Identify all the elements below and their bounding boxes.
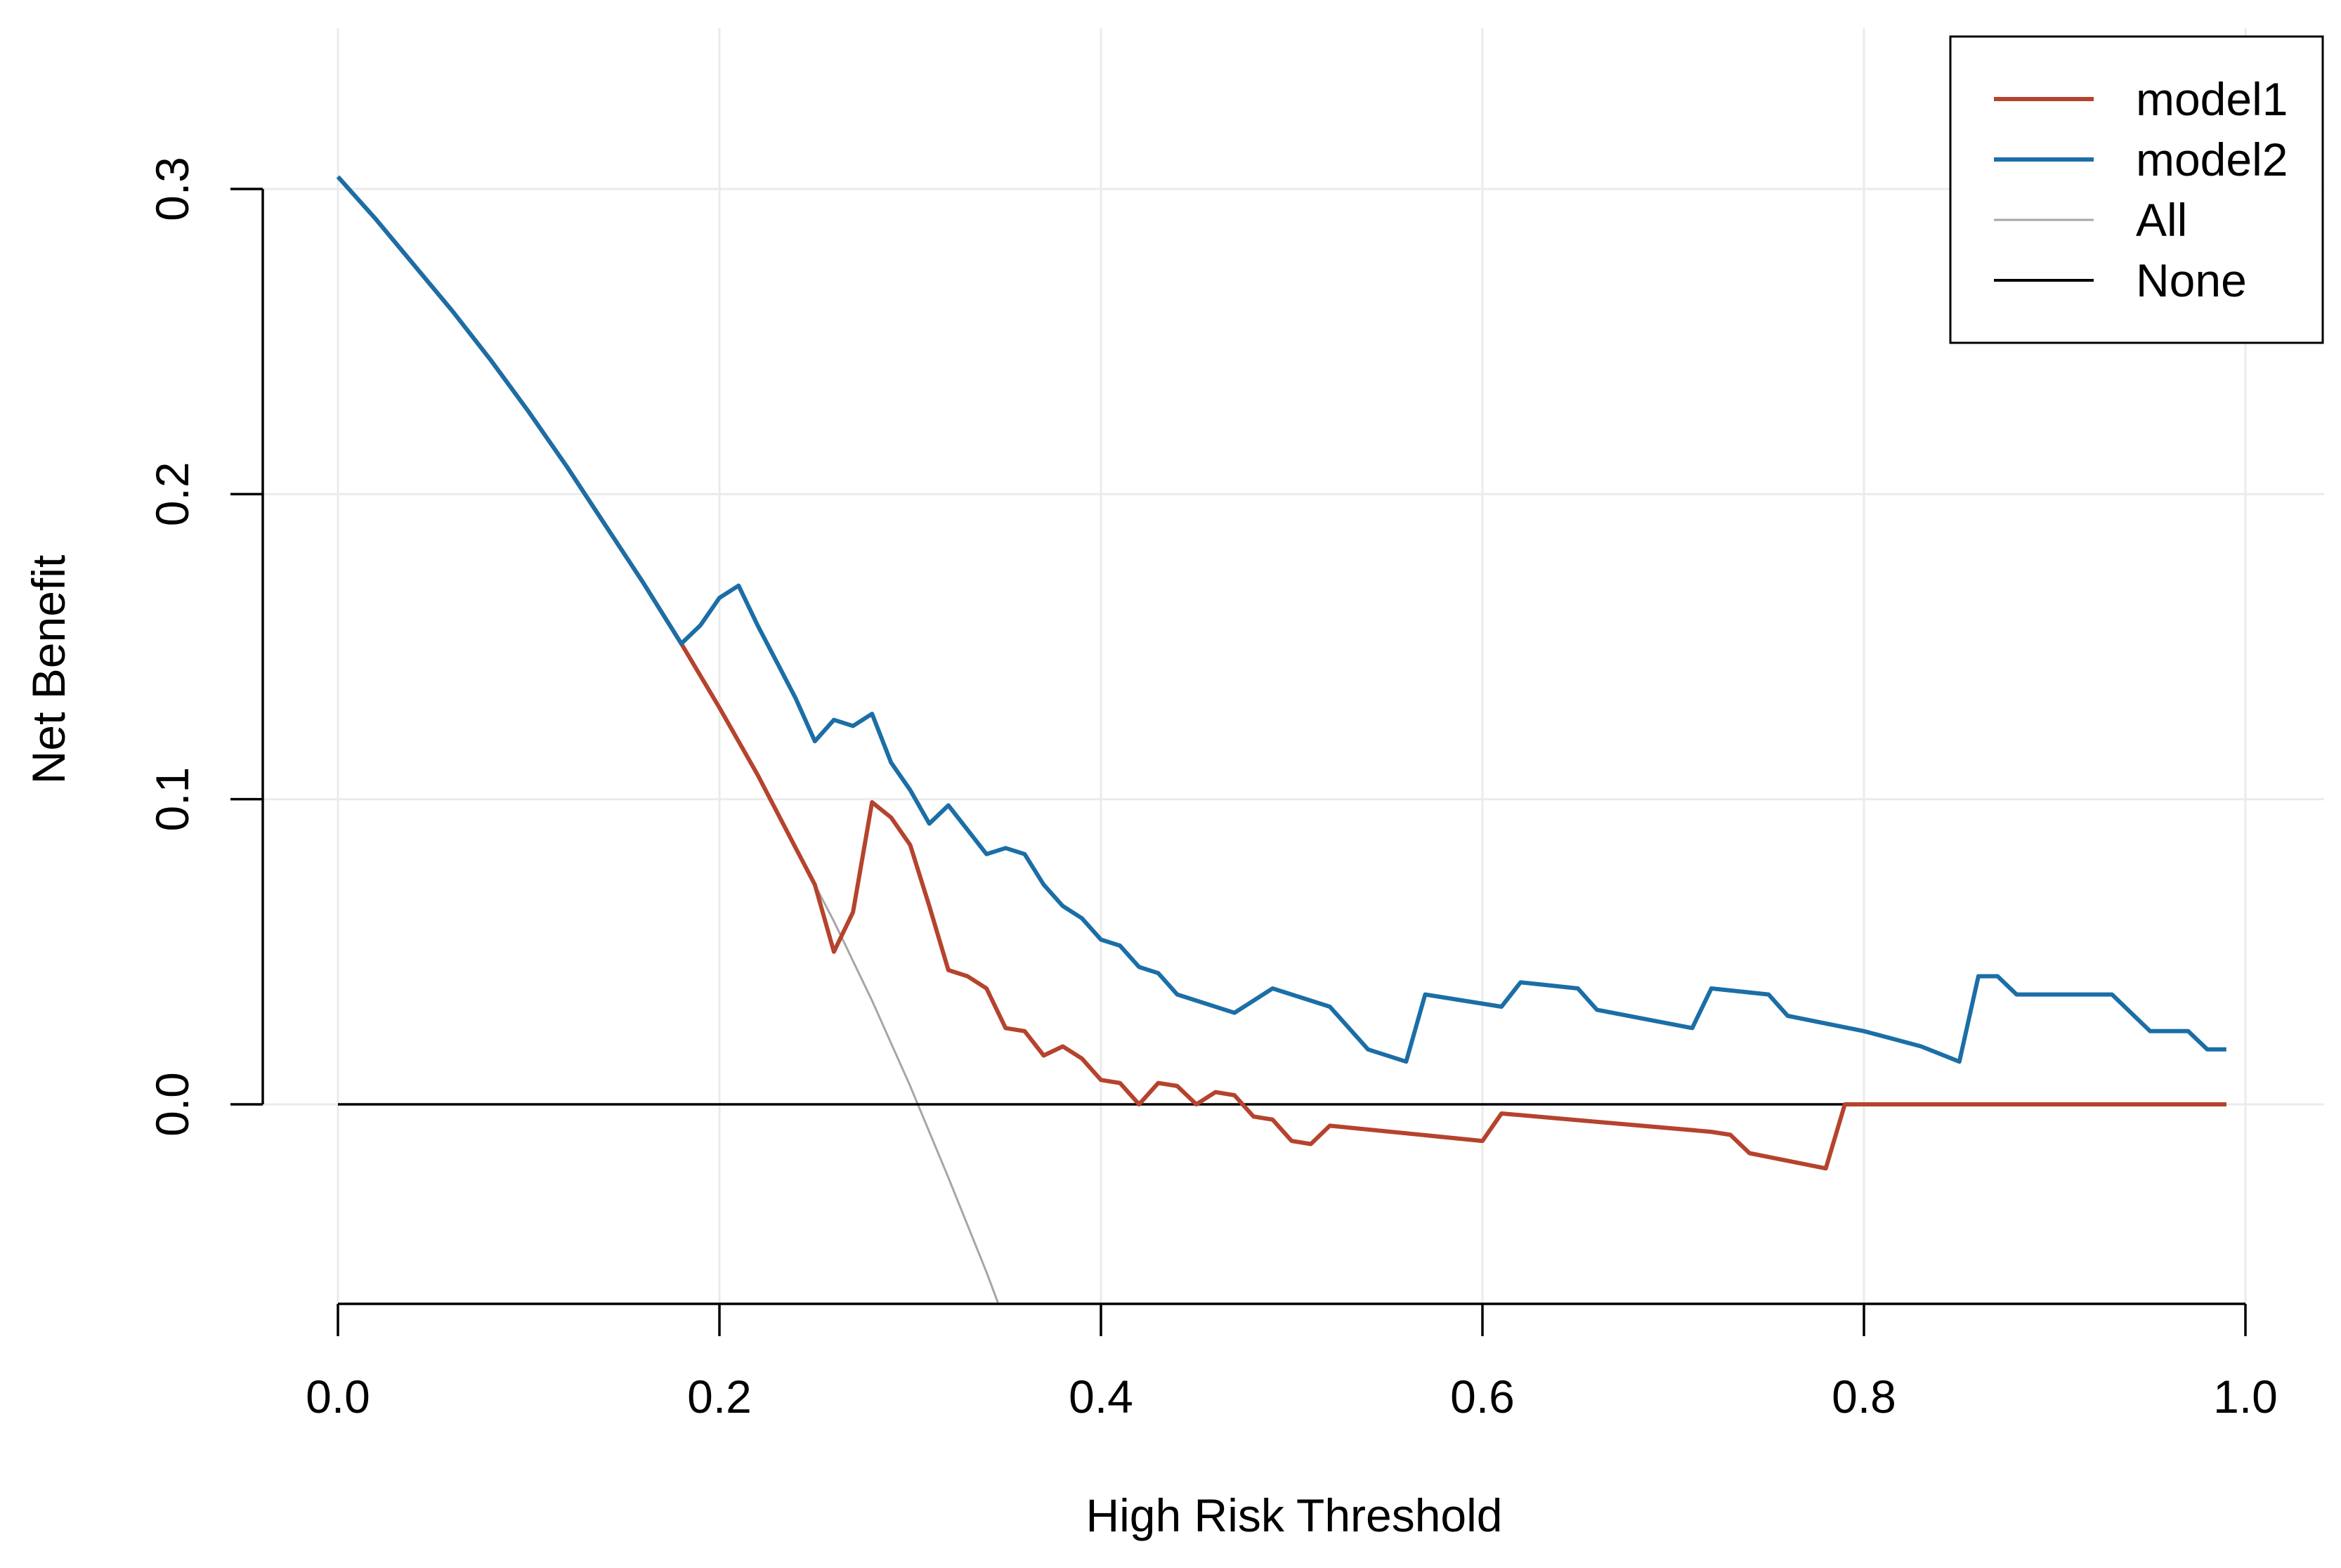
series-lines [336, 175, 2226, 1303]
legend-label-model2: model2 [2136, 133, 2288, 185]
axes: 0.0 0.2 0.4 0.6 0.8 1.0 0.0 0.1 0.2 0.3 [146, 157, 2278, 1423]
legend-box [1949, 35, 2324, 344]
x-tick-label: 0.2 [687, 1371, 752, 1423]
legend-label-all: All [2136, 194, 2187, 246]
y-tick-label: 0.2 [146, 462, 198, 526]
series-line-all [337, 176, 999, 1303]
x-tick-label: 1.0 [2213, 1371, 2278, 1423]
x-tick-label: 0.6 [1450, 1371, 1515, 1423]
x-axis-title: High Risk Threshold [1085, 1489, 1502, 1541]
x-tick-label: 0.8 [1832, 1371, 1896, 1423]
legend-items: model1 model2 All None [1994, 73, 2288, 306]
x-tick-label: 0.4 [1069, 1371, 1133, 1423]
x-tick-label: 0.0 [306, 1371, 370, 1423]
y-axis-title: Net Benefit [22, 555, 74, 785]
y-tick-label: 0.1 [146, 767, 198, 832]
y-tick-label: 0.3 [146, 157, 198, 221]
legend-label-none: None [2136, 254, 2247, 306]
y-tick-label: 0.0 [146, 1072, 198, 1137]
legend: model1 model2 All None [1949, 35, 2324, 344]
legend-label-model1: model1 [2136, 73, 2288, 125]
series-line-model1 [336, 175, 2226, 1171]
series-line-model2 [336, 175, 2226, 1064]
